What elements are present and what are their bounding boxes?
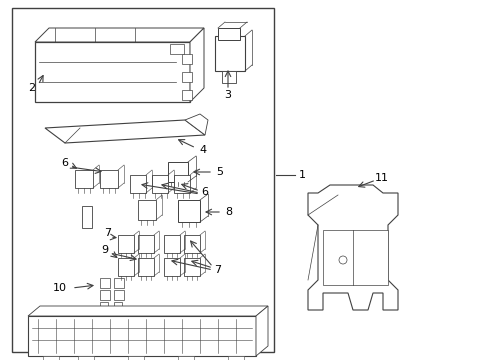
Text: 9: 9 (101, 245, 108, 255)
Bar (28, 316, 256, 356)
Text: 10: 10 (53, 283, 67, 293)
Bar (118, 235, 134, 253)
Bar (118, 258, 134, 276)
Polygon shape (256, 306, 267, 356)
Polygon shape (28, 306, 267, 316)
Bar (130, 175, 146, 193)
Bar (215, 36, 244, 71)
Text: 4: 4 (199, 145, 206, 155)
Bar (182, 90, 192, 100)
Circle shape (338, 256, 346, 264)
Bar (138, 200, 156, 220)
Bar (168, 162, 187, 182)
Text: 3: 3 (224, 90, 231, 100)
Bar (174, 175, 190, 193)
Bar (114, 278, 124, 288)
Text: 1: 1 (298, 170, 305, 180)
Text: 6: 6 (61, 158, 68, 168)
Bar (75, 170, 93, 188)
Text: 6: 6 (201, 187, 208, 197)
Text: 8: 8 (225, 207, 232, 217)
Text: 2: 2 (28, 83, 36, 93)
Bar (178, 356, 194, 360)
Bar (43, 356, 59, 360)
Bar (183, 258, 200, 276)
Bar (227, 356, 244, 360)
Bar (100, 290, 110, 300)
Bar (138, 235, 154, 253)
Bar (35, 42, 190, 102)
Bar (182, 54, 192, 64)
Polygon shape (190, 28, 203, 102)
Bar (163, 258, 180, 276)
Text: 7: 7 (214, 265, 221, 275)
Text: 5: 5 (216, 167, 223, 177)
Bar (183, 235, 200, 253)
Bar (114, 302, 122, 310)
Bar (178, 200, 200, 222)
Bar (114, 290, 124, 300)
Text: 7: 7 (104, 228, 111, 238)
Bar (163, 235, 180, 253)
Bar (323, 230, 387, 285)
Bar (100, 278, 110, 288)
Bar (128, 356, 143, 360)
Bar (82, 206, 92, 228)
Bar (218, 28, 240, 40)
Bar (152, 175, 168, 193)
Polygon shape (45, 120, 204, 143)
Bar (100, 302, 108, 310)
Polygon shape (184, 114, 207, 135)
Bar (222, 71, 236, 83)
Bar (182, 72, 192, 82)
Text: 11: 11 (374, 173, 388, 183)
Bar (12, 8, 273, 352)
Bar (170, 44, 183, 54)
Bar (138, 258, 154, 276)
Bar (100, 170, 118, 188)
Polygon shape (35, 28, 203, 42)
Polygon shape (307, 185, 397, 310)
Bar (78, 356, 94, 360)
